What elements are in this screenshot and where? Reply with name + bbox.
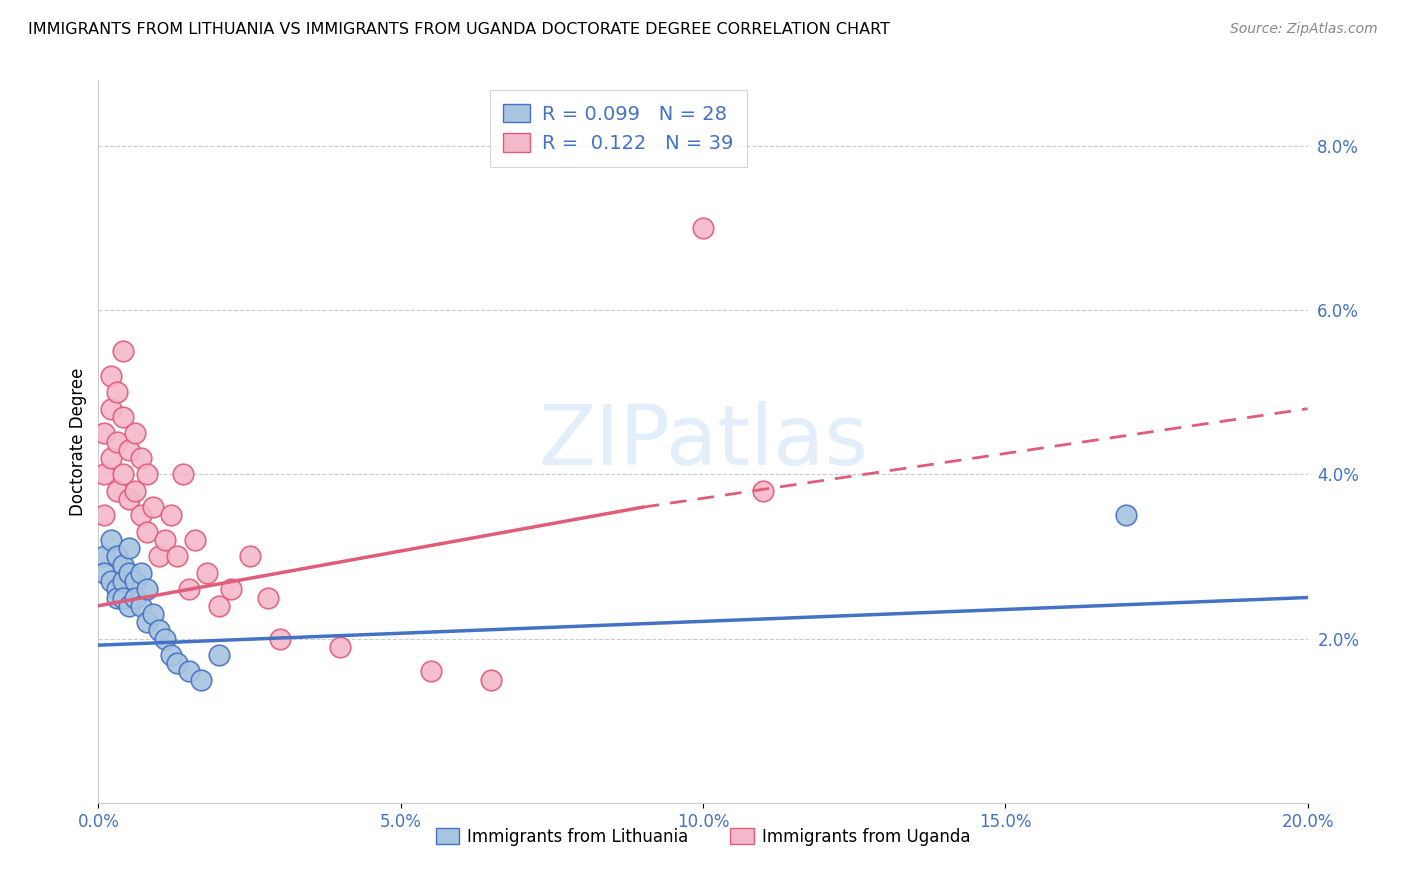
Point (129, 508, 152, 523)
Point (692, 221, 714, 235)
Point (105, 582, 128, 597)
Point (135, 615, 157, 630)
Point (129, 599, 152, 613)
Point (135, 467, 157, 482)
Point (105, 434, 128, 449)
Point (269, 632, 291, 646)
Text: IMMIGRANTS FROM LITHUANIA VS IMMIGRANTS FROM UGANDA DOCTORATE DEGREE CORRELATION: IMMIGRANTS FROM LITHUANIA VS IMMIGRANTS … (28, 22, 890, 37)
Point (100, 533, 122, 547)
Point (239, 549, 262, 564)
Point (100, 401, 122, 416)
Point (135, 524, 157, 539)
Point (105, 483, 128, 498)
Point (93, 549, 115, 564)
Text: Source: ZipAtlas.com: Source: ZipAtlas.com (1230, 22, 1378, 37)
Text: ZIPatlas: ZIPatlas (538, 401, 868, 482)
Point (118, 566, 141, 580)
Point (93, 426, 115, 441)
Point (1115, 508, 1137, 523)
Point (160, 648, 183, 662)
Point (195, 566, 218, 580)
Point (93, 467, 115, 482)
Point (111, 591, 134, 605)
Point (118, 599, 141, 613)
Point (111, 467, 134, 482)
Point (118, 541, 141, 556)
Point (148, 624, 170, 638)
Point (100, 368, 122, 383)
Point (124, 591, 146, 605)
Point (166, 657, 188, 671)
Point (256, 591, 278, 605)
Point (129, 450, 152, 465)
Point (179, 665, 201, 679)
Point (124, 426, 146, 441)
Point (111, 409, 134, 424)
Point (166, 549, 188, 564)
Point (153, 533, 176, 547)
Point (111, 558, 134, 572)
Point (111, 344, 134, 359)
Point (105, 549, 128, 564)
Point (124, 574, 146, 588)
Point (93, 566, 115, 580)
Point (93, 508, 115, 523)
Point (221, 582, 243, 597)
Point (100, 574, 122, 588)
Point (135, 582, 157, 597)
Point (752, 483, 775, 498)
Point (179, 582, 201, 597)
Point (142, 607, 165, 621)
Point (129, 566, 152, 580)
Point (105, 591, 128, 605)
Point (160, 508, 183, 523)
Legend: Immigrants from Lithuania, Immigrants from Uganda: Immigrants from Lithuania, Immigrants fr… (429, 821, 977, 852)
Point (184, 533, 207, 547)
Point (100, 450, 122, 465)
Point (481, 673, 503, 687)
Point (118, 491, 141, 506)
Point (329, 640, 352, 654)
Point (148, 549, 170, 564)
Point (153, 632, 176, 646)
Point (208, 648, 231, 662)
Point (124, 483, 146, 498)
Point (420, 665, 443, 679)
Point (118, 442, 141, 457)
Point (111, 574, 134, 588)
Y-axis label: Doctorate Degree: Doctorate Degree (69, 368, 87, 516)
Point (105, 385, 128, 400)
Point (208, 599, 231, 613)
Point (142, 500, 165, 515)
Point (190, 673, 212, 687)
Point (172, 467, 194, 482)
